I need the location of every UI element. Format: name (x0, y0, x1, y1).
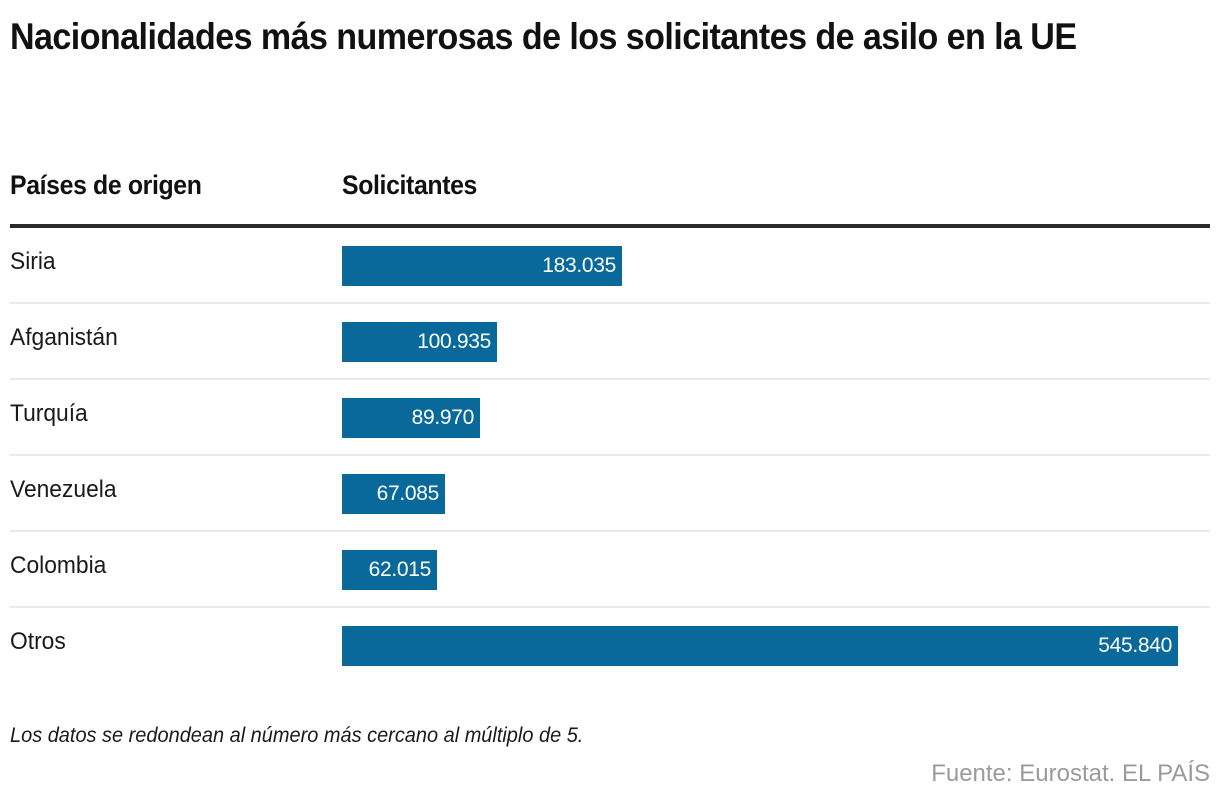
table-row: Siria 183.035 (10, 228, 1210, 304)
bar: 100.935 (342, 322, 497, 362)
bar: 62.015 (342, 550, 437, 590)
column-header-value: Solicitantes (342, 170, 478, 200)
row-divider (10, 378, 1210, 380)
row-divider (10, 454, 1210, 456)
country-label: Turquía (10, 400, 88, 427)
table-row: Otros 545.840 (10, 608, 1210, 684)
country-label: Venezuela (10, 476, 117, 503)
source-credit: Fuente: Eurostat. EL PAÍS (931, 760, 1210, 787)
value-label: 62.015 (368, 558, 432, 581)
value-label: 545.840 (1098, 634, 1172, 657)
chart-title: Nacionalidades más numerosas de los soli… (10, 16, 1077, 57)
country-label: Otros (10, 628, 66, 655)
value-label: 89.970 (411, 406, 475, 429)
table-row: Turquía 89.970 (10, 380, 1210, 456)
row-divider (10, 302, 1210, 304)
table-row: Venezuela 67.085 (10, 456, 1210, 532)
table-row: Afganistán 100.935 (10, 304, 1210, 380)
row-divider (10, 530, 1210, 532)
country-label: Afganistán (10, 324, 118, 351)
bar: 183.035 (342, 246, 622, 286)
footnote: Los datos se redondean al número más cer… (10, 724, 584, 747)
bar: 67.085 (342, 474, 445, 514)
bar: 89.970 (342, 398, 480, 438)
country-label: Colombia (10, 552, 107, 579)
table-row: Colombia 62.015 (10, 532, 1210, 608)
bar: 545.840 (342, 626, 1178, 666)
header-divider (10, 224, 1210, 228)
value-label: 183.035 (542, 254, 616, 277)
country-label: Siria (10, 248, 56, 275)
value-label: 100.935 (417, 330, 491, 353)
row-divider (10, 606, 1210, 608)
column-header-country: Países de origen (10, 170, 202, 200)
value-label: 67.085 (376, 482, 440, 505)
